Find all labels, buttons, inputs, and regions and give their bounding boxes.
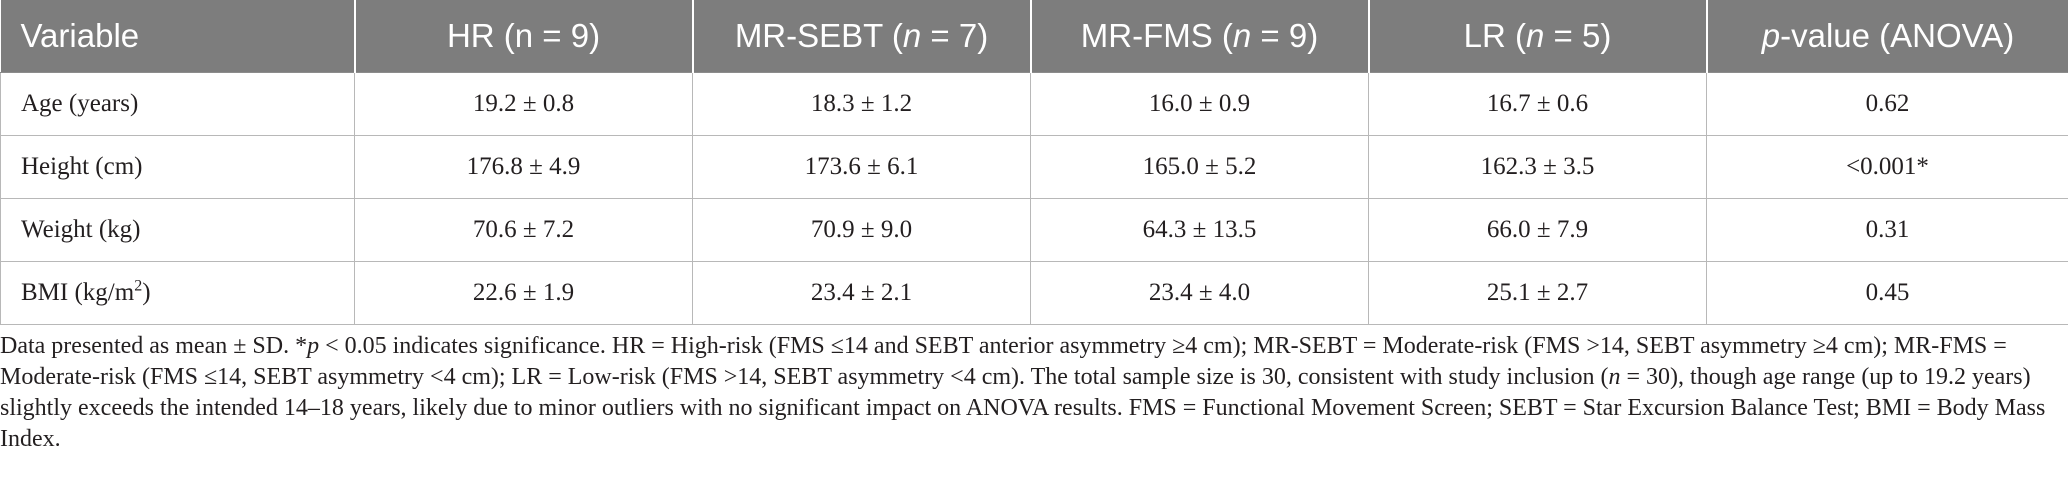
data-table-container: Variable HR (n = 9) MR-SEBT (n = 7) MR-F… <box>0 0 2068 325</box>
cell-mr-fms: 23.4 ± 4.0 <box>1030 261 1369 325</box>
cell-mr-fms: 64.3 ± 13.5 <box>1030 198 1369 262</box>
cell-mr-sebt: 18.3 ± 1.2 <box>692 72 1031 136</box>
cell-p-value: 0.45 <box>1706 261 2068 325</box>
cell-lr: 162.3 ± 3.5 <box>1368 135 1707 199</box>
header-hr: HR (n = 9) <box>353 0 693 73</box>
cell-variable: Age (years) <box>0 72 355 136</box>
cell-hr: 19.2 ± 0.8 <box>354 72 693 136</box>
table-row: Height (cm) 176.8 ± 4.9 173.6 ± 6.1 165.… <box>0 135 2068 199</box>
cell-hr: 22.6 ± 1.9 <box>354 261 693 325</box>
header-row: Variable HR (n = 9) MR-SEBT (n = 7) MR-F… <box>0 0 2068 73</box>
header-mr-sebt: MR-SEBT (n = 7) <box>691 0 1031 73</box>
cell-p-value: <0.001* <box>1706 135 2068 199</box>
cell-variable: BMI (kg/m2) <box>0 261 355 325</box>
cell-p-value: 0.62 <box>1706 72 2068 136</box>
cell-p-value: 0.31 <box>1706 198 2068 262</box>
table-body: Age (years) 19.2 ± 0.8 18.3 ± 1.2 16.0 ±… <box>0 72 2068 325</box>
header-mr-fms: MR-FMS (n = 9) <box>1029 0 1369 73</box>
cell-mr-fms: 165.0 ± 5.2 <box>1030 135 1369 199</box>
cell-mr-sebt: 70.9 ± 9.0 <box>692 198 1031 262</box>
table-row: Weight (kg) 70.6 ± 7.2 70.9 ± 9.0 64.3 ±… <box>0 198 2068 262</box>
cell-variable: Weight (kg) <box>0 198 355 262</box>
header-lr: LR (n = 5) <box>1367 0 1707 73</box>
cell-mr-sebt: 173.6 ± 6.1 <box>692 135 1031 199</box>
header-variable: Variable <box>0 0 355 73</box>
cell-hr: 70.6 ± 7.2 <box>354 198 693 262</box>
table-row: BMI (kg/m2) 22.6 ± 1.9 23.4 ± 2.1 23.4 ±… <box>0 261 2068 325</box>
cell-mr-sebt: 23.4 ± 2.1 <box>692 261 1031 325</box>
table-header: Variable HR (n = 9) MR-SEBT (n = 7) MR-F… <box>0 0 2068 73</box>
cell-lr: 25.1 ± 2.7 <box>1368 261 1707 325</box>
table-footnote: Data presented as mean ± SD. *p < 0.05 i… <box>0 333 2046 452</box>
demographics-table: Variable HR (n = 9) MR-SEBT (n = 7) MR-F… <box>0 0 2068 325</box>
cell-variable: Height (cm) <box>0 135 355 199</box>
cell-mr-fms: 16.0 ± 0.9 <box>1030 72 1369 136</box>
header-p-value: p-value (ANOVA) <box>1705 0 2068 73</box>
cell-lr: 16.7 ± 0.6 <box>1368 72 1707 136</box>
table-row: Age (years) 19.2 ± 0.8 18.3 ± 1.2 16.0 ±… <box>0 72 2068 136</box>
cell-lr: 66.0 ± 7.9 <box>1368 198 1707 262</box>
cell-hr: 176.8 ± 4.9 <box>354 135 693 199</box>
